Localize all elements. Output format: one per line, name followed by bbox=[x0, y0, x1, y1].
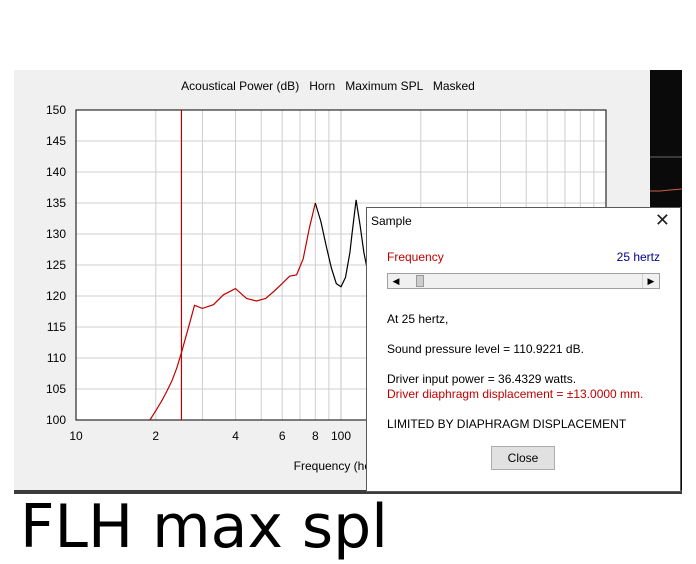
y-tick-label: 150 bbox=[46, 103, 66, 117]
series-line bbox=[149, 202, 316, 421]
background-window-trace bbox=[650, 156, 683, 192]
y-tick-label: 145 bbox=[46, 134, 66, 148]
y-tick-label: 110 bbox=[47, 351, 66, 365]
chart-title-part: Horn bbox=[309, 79, 336, 93]
y-tick-label: 100 bbox=[46, 413, 66, 427]
y-tick-label: 135 bbox=[46, 196, 66, 210]
chart-title-part: Maximum SPL bbox=[345, 79, 423, 93]
y-tick-label: 115 bbox=[47, 320, 66, 334]
x-axis-label: Frequency (hertz) bbox=[294, 459, 389, 473]
scrollbar-thumb[interactable] bbox=[416, 275, 425, 287]
x-tick-label: 100 bbox=[331, 429, 351, 443]
caption: FLH max spl bbox=[20, 492, 388, 562]
scroll-left-icon[interactable]: ◀ bbox=[392, 276, 400, 286]
chart-title: Acoustical Power (dB) Horn Maximum SPL M… bbox=[14, 79, 642, 93]
y-tick-label: 130 bbox=[46, 227, 66, 241]
dialog-title: Sample bbox=[371, 214, 412, 228]
input-power-text: Driver input power = 36.4329 watts. bbox=[387, 372, 577, 386]
chart-title-part: Masked bbox=[432, 79, 475, 93]
x-tick-label: 4 bbox=[232, 429, 239, 443]
window-bottom-border bbox=[14, 490, 682, 494]
scroll-right-icon[interactable]: ▶ bbox=[642, 274, 659, 288]
x-tick-label: 8 bbox=[312, 429, 319, 443]
chart-title-part: Acoustical Power (dB) bbox=[181, 79, 300, 93]
frequency-value: 25 hertz bbox=[616, 250, 660, 264]
at-frequency-text: At 25 hertz, bbox=[387, 312, 449, 326]
x-tick-label: 6 bbox=[279, 429, 286, 443]
sample-dialog: Sample ✕ Frequency 25 hertz ◀ ▶ At 25 he… bbox=[366, 207, 681, 492]
spl-text: Sound pressure level = 110.9221 dB. bbox=[387, 342, 584, 356]
x-tick-label: 10 bbox=[69, 429, 83, 443]
frequency-scrollbar[interactable]: ◀ ▶ bbox=[387, 273, 660, 289]
limited-text: LIMITED BY DIAPHRAGM DISPLACEMENT bbox=[387, 417, 627, 431]
close-icon[interactable]: ✕ bbox=[654, 210, 670, 230]
y-tick-label: 105 bbox=[46, 382, 66, 396]
displacement-text: Driver diaphragm displacement = ±13.0000… bbox=[387, 387, 644, 401]
y-tick-label: 120 bbox=[46, 289, 66, 303]
x-tick-label: 2 bbox=[152, 429, 159, 443]
y-tick-label: 140 bbox=[46, 165, 66, 179]
y-tick-label: 125 bbox=[46, 258, 66, 272]
close-button[interactable]: Close bbox=[491, 446, 555, 470]
frequency-label: Frequency bbox=[387, 250, 444, 264]
